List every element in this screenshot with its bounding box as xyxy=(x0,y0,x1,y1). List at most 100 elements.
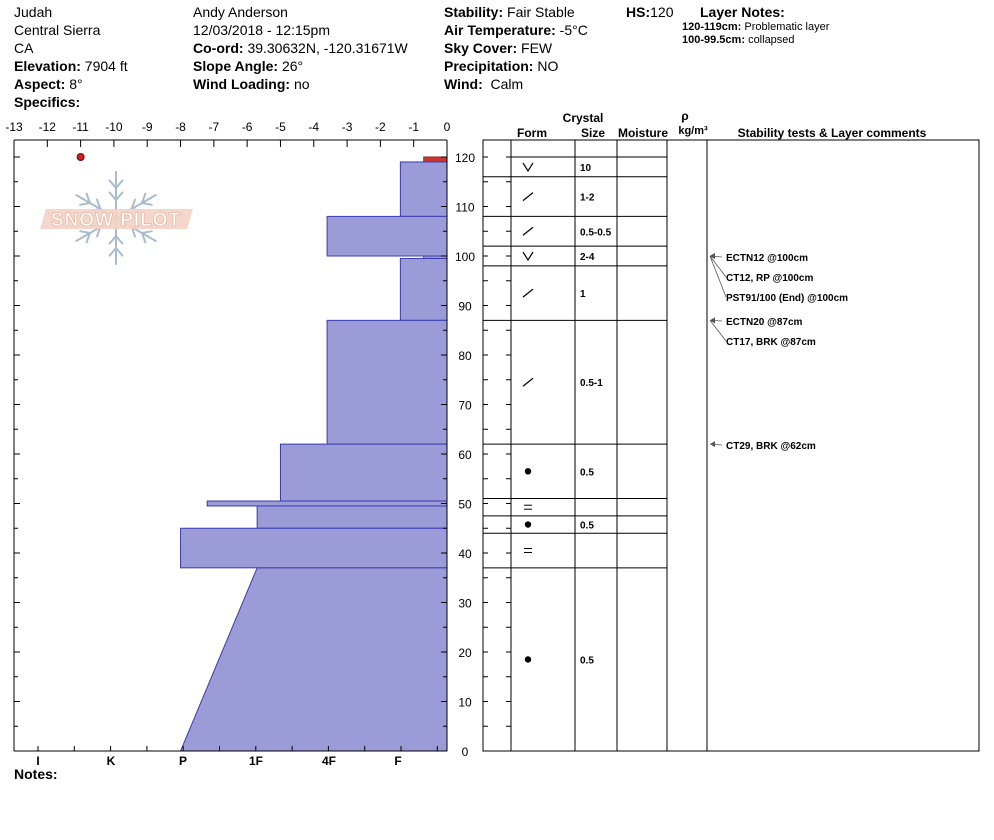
sky-cover-value: FEW xyxy=(521,40,553,56)
observer-info: Andy Anderson 12/03/2018 - 12:15pm Co-or… xyxy=(193,3,408,93)
coord-label: Co-ord: xyxy=(193,40,244,56)
wind-loading-value: no xyxy=(293,76,310,92)
elevation-value: 7904 ft xyxy=(84,58,128,74)
layer-note-range: 120-119cm: xyxy=(682,21,742,33)
moisture-header: Moisture xyxy=(618,126,668,140)
hardness-profile xyxy=(179,156,448,752)
crystal-size: 0.5 xyxy=(580,655,594,666)
snowflake-branch xyxy=(79,202,91,206)
logo-text: SNOW PILOT xyxy=(51,210,181,231)
location-info: Judah Central Sierra CA Elevation: 7904 … xyxy=(14,3,128,111)
depth-tick-label: 110 xyxy=(455,201,474,215)
depth-tick-label: 0 xyxy=(462,745,469,759)
depth-tick-label: 80 xyxy=(458,349,472,363)
hardness-segment xyxy=(279,443,448,502)
hardness-segment xyxy=(326,215,448,257)
observer-name: Andy Anderson xyxy=(193,4,288,20)
snowflake-branch xyxy=(141,202,153,206)
stability-label: Stability: xyxy=(444,4,504,20)
temperature-point xyxy=(76,153,85,161)
hardness-label: F xyxy=(394,754,401,768)
sky-cover-label: Sky Cover: xyxy=(444,40,518,56)
form-header: Form xyxy=(517,126,547,140)
depth-tick-label: 60 xyxy=(458,448,472,462)
stability-test-label: PST91/100 (End) @100cm xyxy=(726,293,848,304)
depth-tick-label: 90 xyxy=(458,300,472,314)
chart-axes: -13 -12 -11 -10 -9 -8 -7 -6 -5 -4 -3 -2 -1 0010203040… xyxy=(5,120,475,768)
crystal-form-icon xyxy=(522,192,534,202)
crystal-form-icon xyxy=(524,521,532,528)
crystal-size: 1-2 xyxy=(580,193,595,204)
location-state: CA xyxy=(14,40,34,56)
crystal-size: 0.5 xyxy=(580,521,594,532)
temp-tick-label: -8 xyxy=(175,120,186,134)
coord-value: 39.30632N, -120.31671W xyxy=(247,40,408,56)
crystal-size: 0.5-0.5 xyxy=(580,227,612,238)
crystal-form-icon xyxy=(522,288,534,298)
layer-note: 120-119cm: Problematic layer xyxy=(682,21,829,34)
stability-test-arrowhead xyxy=(710,253,715,259)
temp-tick-label: -5 xyxy=(275,120,286,134)
snowflake-branch xyxy=(115,235,124,245)
layer-note-text: Problematic layer xyxy=(744,21,830,33)
depth-tick-label: 50 xyxy=(458,498,472,512)
stability-test-label: CT12, RP @100cm xyxy=(726,273,813,284)
depth-tick-label: 120 xyxy=(455,151,475,165)
temp-tick-label: -10 xyxy=(105,120,123,134)
layer-note: 100-99.5cm: collapsed xyxy=(682,34,829,47)
size-header: Size xyxy=(581,126,605,140)
hardness-segment xyxy=(399,257,448,321)
conditions-info: Stability: Fair Stable Air Temperature: … xyxy=(444,3,588,93)
layer-notes-title: Layer Notes: xyxy=(700,4,785,20)
stability-test-arrow xyxy=(709,255,727,278)
snowflake-branch xyxy=(115,191,124,201)
depth-tick-label: 100 xyxy=(455,250,475,264)
crystal-form-icon xyxy=(522,251,534,262)
snowpilot-logo: SNOW PILOT xyxy=(40,171,193,265)
hardness-segment xyxy=(399,161,448,217)
snowflake-branch xyxy=(115,179,124,189)
snowflake-branch xyxy=(85,192,91,204)
snowflake-branch xyxy=(108,179,117,189)
specifics-label: Specifics: xyxy=(14,94,81,110)
temp-tick-label: -12 xyxy=(39,120,57,134)
hardness-label: 1F xyxy=(249,754,263,768)
snowflake-branch xyxy=(85,232,91,244)
depth-tick-label: 30 xyxy=(458,597,472,611)
temp-tick-label: -2 xyxy=(375,120,386,134)
stability-test-label: ECTN20 @87cm xyxy=(726,317,803,328)
snowflake-branch xyxy=(79,230,91,234)
snowflake-branch xyxy=(115,247,124,257)
wind-label: Wind: xyxy=(444,76,483,92)
stability-test-arrowhead xyxy=(710,317,715,324)
snowflake-branch xyxy=(108,235,117,245)
stability-test-arrow xyxy=(709,320,727,342)
hs-value: 120 xyxy=(650,4,674,20)
crystal-size: 10 xyxy=(580,163,592,174)
depth-tick-label: 10 xyxy=(458,696,472,710)
hardness-label: 4F xyxy=(322,754,336,768)
temp-tick-label: -4 xyxy=(308,120,319,134)
snowflake-branch xyxy=(108,247,117,257)
hardness-segment xyxy=(423,156,448,163)
logo-banner xyxy=(40,209,193,229)
stability-test-label: ECTN12 @100cm xyxy=(726,253,808,264)
crystal-header: Crystal xyxy=(563,111,604,125)
temp-tick-label: -9 xyxy=(142,120,153,134)
crystal-form-icon xyxy=(522,226,534,236)
hardness-segment xyxy=(326,319,448,445)
crystal-size: 2-4 xyxy=(580,252,595,263)
observation-datetime: 12/03/2018 - 12:15pm xyxy=(193,22,330,38)
crystal-size: 0.5 xyxy=(580,467,594,478)
hardness-label: K xyxy=(107,754,116,768)
snowflake-branch xyxy=(141,232,147,244)
hardness-segment xyxy=(256,505,448,529)
density-unit: kg/m³ xyxy=(678,125,708,137)
air-temp-label: Air Temperature: xyxy=(444,22,556,38)
hs-info: HS:120 xyxy=(626,3,673,21)
crystal-size: 0.5-1 xyxy=(580,378,603,389)
density-symbol: ρ xyxy=(681,109,688,123)
air-temp-value: -5°C xyxy=(559,22,588,38)
aspect-value: 8° xyxy=(69,76,83,92)
